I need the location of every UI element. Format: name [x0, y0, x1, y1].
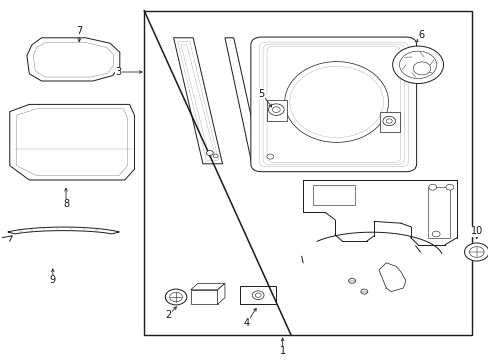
Bar: [239, 286, 276, 304]
Polygon shape: [190, 283, 224, 290]
Circle shape: [272, 107, 280, 112]
Polygon shape: [17, 109, 127, 176]
Circle shape: [386, 119, 391, 123]
Circle shape: [169, 292, 182, 302]
Circle shape: [268, 104, 284, 115]
Text: 10: 10: [469, 226, 482, 237]
Circle shape: [468, 247, 483, 257]
Text: 9: 9: [50, 275, 56, 285]
Text: 6: 6: [418, 30, 424, 40]
Circle shape: [206, 150, 213, 156]
Circle shape: [266, 154, 273, 159]
FancyBboxPatch shape: [266, 46, 400, 163]
Bar: [427, 187, 449, 238]
Circle shape: [382, 116, 395, 126]
Polygon shape: [27, 38, 120, 81]
Bar: [380, 112, 399, 132]
Circle shape: [464, 243, 488, 261]
Ellipse shape: [289, 66, 383, 138]
Bar: [190, 290, 217, 304]
Polygon shape: [177, 41, 218, 160]
FancyBboxPatch shape: [263, 44, 404, 165]
Text: 2: 2: [165, 310, 171, 320]
Circle shape: [252, 291, 264, 300]
Circle shape: [392, 46, 443, 84]
Bar: [312, 185, 354, 205]
Circle shape: [445, 184, 453, 190]
Bar: [267, 100, 286, 121]
Polygon shape: [8, 227, 119, 234]
Polygon shape: [217, 283, 224, 304]
Ellipse shape: [284, 62, 388, 143]
Polygon shape: [33, 42, 113, 77]
Text: 7: 7: [76, 26, 82, 36]
Circle shape: [213, 154, 218, 158]
FancyBboxPatch shape: [250, 37, 416, 172]
Circle shape: [255, 293, 261, 297]
Text: 1: 1: [279, 346, 285, 356]
Circle shape: [412, 62, 430, 75]
Circle shape: [165, 289, 186, 305]
Polygon shape: [173, 38, 222, 164]
Text: 8: 8: [63, 199, 69, 210]
Circle shape: [431, 231, 439, 237]
Circle shape: [360, 289, 367, 294]
Circle shape: [399, 51, 436, 78]
Polygon shape: [181, 45, 215, 157]
FancyBboxPatch shape: [259, 42, 407, 167]
Polygon shape: [10, 104, 134, 180]
Bar: [144, 11, 471, 335]
Text: 4: 4: [244, 318, 249, 328]
Circle shape: [428, 184, 436, 190]
Polygon shape: [224, 38, 261, 164]
Text: 3: 3: [116, 67, 122, 77]
Text: 5: 5: [258, 89, 264, 99]
Circle shape: [348, 278, 355, 283]
